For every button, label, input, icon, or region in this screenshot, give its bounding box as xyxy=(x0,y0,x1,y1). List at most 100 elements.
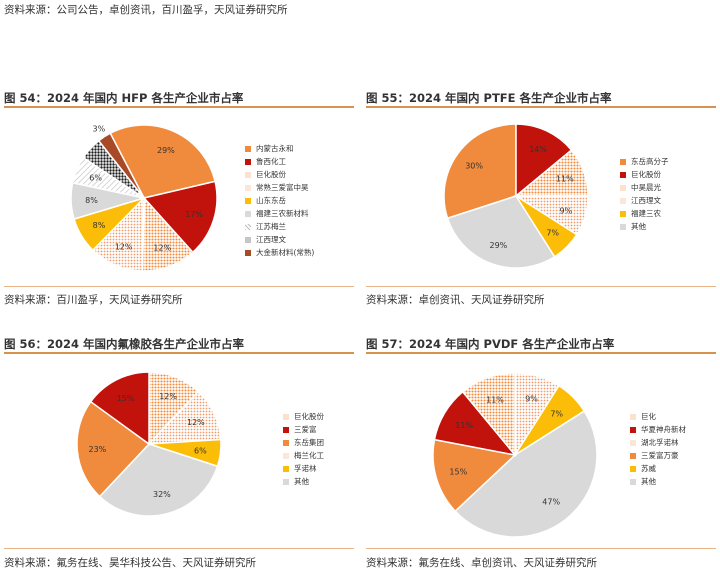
pie-slice-label-3: 47% xyxy=(542,498,560,507)
pie-slice-label-6: 8% xyxy=(85,196,98,205)
legend-label: 三爱富 xyxy=(294,425,317,434)
pie-slice-label-9: 3% xyxy=(93,124,106,133)
legend-item: 其他 xyxy=(283,475,324,488)
legend-item: 苏威 xyxy=(630,462,686,475)
pie-slice-2 xyxy=(515,123,573,198)
legend-swatch xyxy=(283,465,289,472)
legend-swatch xyxy=(630,426,636,433)
legend-label: 其他 xyxy=(631,222,646,231)
pie-slice-label-5: 8% xyxy=(93,221,106,230)
legend-swatch xyxy=(630,465,636,472)
legend-label: 巨化股份 xyxy=(631,170,661,179)
legend-item: 巨化股份 xyxy=(283,410,324,423)
panel-55-pie-chart: 30% 14% 11% 9% 7% 29% xyxy=(443,123,589,269)
legend-item: 内蒙古永和 xyxy=(245,142,314,155)
top-source-note: 资料来源：公司公告，卓创资讯，百川盈孚，天风证券研究所 xyxy=(4,4,288,16)
legend-item: 江西理文 xyxy=(245,233,314,246)
legend-item: 中昊晨光 xyxy=(620,181,669,194)
pie-slice-label-5: 11% xyxy=(455,421,473,430)
legend-label: 福建三农 xyxy=(631,209,661,218)
legend-swatch xyxy=(630,478,636,485)
panel-55-rule xyxy=(366,106,716,108)
legend-swatch xyxy=(283,478,289,485)
pie-slice-label-4: 15% xyxy=(449,468,467,477)
panel-54-pie-chart: 29% 17% 12% 12% 8% 8% 6% 3% xyxy=(70,124,218,272)
panel-57-pie-chart: 9% 7% 47% 15% 11% 11% xyxy=(432,372,598,538)
panel-54-header: 图 54：2024 年国内 HFP 各生产企业市占率 xyxy=(4,88,354,108)
legend-label: 内蒙古永和 xyxy=(256,144,294,153)
legend-swatch xyxy=(245,158,251,165)
legend-swatch xyxy=(283,439,289,446)
legend-item: 巨化 xyxy=(630,410,686,423)
legend-swatch xyxy=(245,249,251,256)
legend-label: 江西理文 xyxy=(256,235,286,244)
legend-swatch xyxy=(283,426,289,433)
legend-label: 东岳集团 xyxy=(294,438,324,447)
legend-swatch xyxy=(245,236,251,243)
panel-56-pie-chart: 12% 12% 6% 32% 23% 15% xyxy=(76,371,222,517)
legend-label: 巨化股份 xyxy=(256,170,286,179)
legend-item: 梅兰化工 xyxy=(283,449,324,462)
panel-56-rule xyxy=(4,352,354,354)
pie-slice-2 xyxy=(142,180,218,254)
legend-label: 华夏神舟新材 xyxy=(641,425,686,434)
panel-57-legend: 巨化华夏神舟新材 湖北孚诺林三爱富万豪苏威其他 xyxy=(630,410,686,488)
legend-label: 中昊晨光 xyxy=(631,183,661,192)
pie-slice-label-4: 32% xyxy=(153,490,171,499)
legend-item: 三爱富 xyxy=(283,423,324,436)
pie-slice-label-2: 14% xyxy=(529,145,547,154)
legend-item: 华夏神舟新材 xyxy=(630,423,686,436)
legend-swatch xyxy=(620,210,626,217)
legend-label: 孚诺林 xyxy=(294,464,317,473)
legend-item: 山东东岳 xyxy=(245,194,314,207)
pie-slice-label-1: 9% xyxy=(525,394,538,403)
panel-57-header: 图 57：2024 年国内 PVDF 各生产企业市占率 xyxy=(366,334,716,354)
pie-slice-6 xyxy=(461,372,516,458)
pie-slice-label-2: 17% xyxy=(185,210,203,219)
legend-item: 江苏梅兰 xyxy=(245,220,314,233)
legend-label: 巨化 xyxy=(641,412,656,421)
panel-57-rule xyxy=(366,352,716,354)
legend-swatch xyxy=(245,145,251,152)
panel-55-header: 图 55：2024 年国内 PTFE 各生产企业市占率 xyxy=(366,88,716,108)
panel-54-rule xyxy=(4,106,354,108)
panel-54-bottom-rule xyxy=(4,286,354,287)
pie-slice-label-1: 12% xyxy=(159,392,177,401)
legend-swatch xyxy=(283,452,289,459)
legend-swatch xyxy=(245,171,251,178)
legend-swatch xyxy=(620,197,626,204)
legend-swatch xyxy=(245,223,251,230)
legend-swatch xyxy=(630,413,636,420)
panel-54-source: 资料来源：百川盈孚，天风证券研究所 xyxy=(4,294,183,306)
pie-slice-label-4: 12% xyxy=(115,242,133,251)
legend-label: 鲁西化工 xyxy=(256,157,286,166)
legend-item: 三爱富万豪 xyxy=(630,449,686,462)
panel-56-bottom-rule xyxy=(4,548,354,549)
pie-slice-9 xyxy=(97,132,145,199)
legend-label: 常熟三爱富中昊 xyxy=(256,183,309,192)
panel-57-title: 图 57：2024 年国内 PVDF 各生产企业市占率 xyxy=(366,337,615,351)
legend-item: 鲁西化工 xyxy=(245,155,314,168)
pie-slice-label-4: 9% xyxy=(559,207,572,216)
panel-55-bottom-rule xyxy=(366,286,716,287)
pie-slice-1 xyxy=(109,124,216,199)
legend-label: 大金新材料(常熟) xyxy=(256,248,315,257)
legend-label: 江西理文 xyxy=(631,196,661,205)
pie-slice-label-5: 7% xyxy=(546,229,559,238)
legend-swatch xyxy=(620,223,626,230)
legend-label: 其他 xyxy=(641,477,656,486)
pie-slice-label-6: 11% xyxy=(486,396,504,405)
panel-57-bottom-rule xyxy=(366,548,716,549)
pie-slice-1 xyxy=(443,123,517,220)
legend-item: 福建三农 xyxy=(620,207,669,220)
panel-56-source: 资料来源：氟务在线、昊华科技公告、天风证券研究所 xyxy=(4,557,256,569)
legend-item: 东岳集团 xyxy=(283,436,324,449)
legend-label: 三爱富万豪 xyxy=(641,451,679,460)
legend-label: 湖北孚诺林 xyxy=(641,438,679,447)
panel-56-legend: 巨化股份三爱富东岳集团梅兰化工孚诺林其他 xyxy=(283,410,324,488)
panel-55-title: 图 55：2024 年国内 PTFE 各生产企业市占率 xyxy=(366,91,612,105)
legend-label: 苏威 xyxy=(641,464,656,473)
pie-slice-label-3: 11% xyxy=(556,174,574,183)
legend-swatch xyxy=(245,197,251,204)
legend-label: 山东东岳 xyxy=(256,196,286,205)
